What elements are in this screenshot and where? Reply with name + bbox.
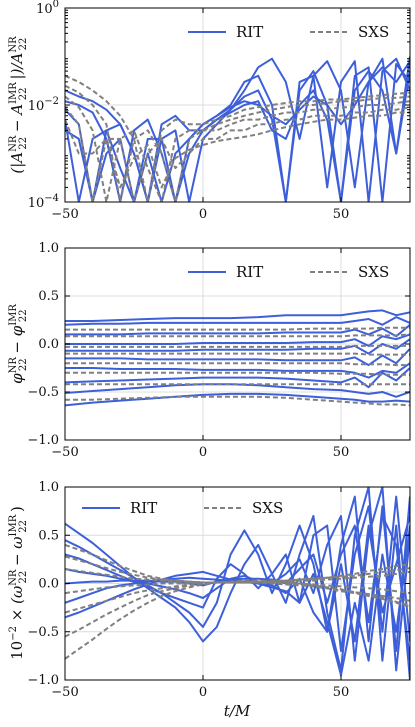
y-tick-label: −0.5: [27, 385, 59, 400]
series-group: [65, 309, 410, 407]
panel-frequency: −50 0 50 −1.0 −0.5 0.0 0.5 1.0 RIT SXS 10−2 × (ωNR…: [8, 480, 411, 700]
series-line-sxs-7: [65, 543, 410, 584]
legend: RIT SXS: [188, 23, 389, 41]
series-line-sxs-11: [65, 333, 410, 338]
series-line-sxs-9: [65, 111, 410, 189]
series-line-rit-0: [65, 309, 410, 322]
series-line-rit-3: [65, 333, 410, 347]
y-tick-label: 0.0: [38, 337, 59, 352]
series-group: [65, 487, 410, 680]
legend: RIT SXS: [82, 499, 283, 517]
series-line-sxs-10: [65, 581, 410, 595]
y-axis-label: (|ANR22 − AIMR22|)/ANR22: [8, 36, 29, 174]
series-line-rit-9: [65, 392, 410, 407]
legend-label-sxs: SXS: [358, 263, 389, 281]
series-line-sxs-15: [65, 371, 410, 376]
series-group: [65, 56, 410, 202]
x-tick-label: −50: [51, 445, 78, 460]
panel-phase: −50 0 50 −1.0 −0.5 0.0 0.5 1.0 RIT SXS φNR22 − φIM…: [8, 241, 411, 460]
legend-label-sxs: SXS: [252, 499, 283, 517]
x-tick-label: 0: [199, 445, 207, 460]
series-line-rit-4: [65, 338, 410, 355]
x-tick-label: −50: [51, 207, 78, 222]
series-line-sxs-9: [65, 568, 410, 584]
x-tick-label: −50: [51, 685, 78, 700]
series-line-sxs-8: [65, 555, 410, 584]
y-tick-label: 0.5: [38, 528, 59, 543]
y-tick-label: 10−4: [28, 193, 59, 211]
legend-label-sxs: SXS: [358, 23, 389, 41]
series-line-rit-3: [65, 487, 410, 672]
panel-amplitude: −50 0 50 10−4 10−2 100 RIT SXS (|ANR22 − AIMR22|…: [8, 0, 411, 222]
y-tick-label: 0.5: [38, 289, 59, 304]
series-line-rit-1: [65, 316, 410, 326]
series-line-sxs-12: [65, 580, 410, 638]
series-line-rit-4: [65, 515, 410, 661]
x-tick-label: 50: [333, 445, 350, 460]
series-line-sxs-13: [65, 352, 410, 356]
y-tick-label: 1.0: [38, 480, 59, 495]
series-line-sxs-12: [65, 344, 410, 348]
series-line-rit-2: [65, 324, 410, 338]
series-line-sxs-6: [65, 84, 410, 202]
y-axis-label: 10−2 × (ωNR22 − ωIMR22): [8, 506, 29, 660]
y-tick-label: 0.0: [38, 577, 59, 592]
y-tick-label: −1.0: [27, 673, 59, 688]
y-tick-label: 100: [36, 0, 59, 17]
y-tick-label: 10−2: [28, 96, 59, 114]
y-tick-label: −0.5: [27, 625, 59, 640]
series-line-sxs-10: [65, 326, 410, 331]
series-line-rit-2: [65, 57, 410, 202]
x-tick-label: 50: [333, 685, 350, 700]
x-tick-label: 0: [199, 685, 207, 700]
x-tick-label: 50: [333, 207, 350, 222]
legend-label-rit: RIT: [130, 499, 157, 517]
series-line-rit-7: [65, 367, 410, 389]
x-tick-label: 0: [199, 207, 207, 222]
legend-label-rit: RIT: [236, 263, 263, 281]
y-tick-label: 1.0: [38, 241, 59, 256]
legend-label-rit: RIT: [236, 23, 263, 41]
series-line-rit-4: [65, 60, 410, 202]
legend: RIT SXS: [188, 263, 389, 281]
x-axis-label: t/M: [224, 702, 251, 720]
series-line-rit-5: [65, 348, 410, 367]
series-line-rit-8: [65, 383, 410, 398]
series-line-sxs-14: [65, 362, 410, 367]
series-line-rit-6: [65, 362, 410, 379]
series-line-sxs-13: [65, 579, 410, 660]
series-line-rit-1: [65, 495, 410, 652]
y-tick-label: −1.0: [27, 433, 59, 448]
series-line-sxs-7: [65, 95, 410, 202]
series-line-sxs-5: [65, 74, 410, 202]
y-axis-label: φNR22 − φIMR22: [8, 304, 29, 384]
